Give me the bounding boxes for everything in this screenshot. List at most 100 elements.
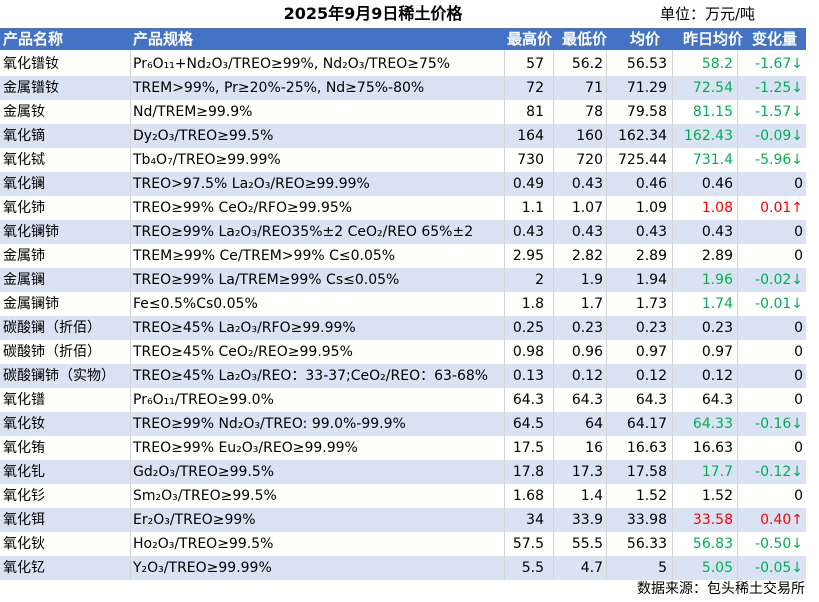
product-spec: Y₂O₃/TREO≥99.99%: [133, 560, 272, 576]
table-row: 金属镧铈 Fe≤0.5%Cs0.05% 1.8 1.7 1.73 1.74 -0.01↓: [0, 292, 806, 316]
product-spec: Gd₂O₃/TREO≥99.5%: [133, 464, 275, 480]
product-spec: TREO≥45% La₂O₃/RFO≥99.99%: [133, 320, 356, 336]
table-row: 碳酸镧（折佰） TREO≥45% La₂O₃/RFO≥99.99% 0.25 0.23…: [0, 316, 806, 340]
product-spec: TREO>97.5% La₂O₃/REO≥99.99%: [133, 176, 370, 192]
change-amount: 0: [794, 392, 803, 408]
high-price: 17.8: [512, 464, 544, 480]
change-value: -0.12↓: [740, 460, 803, 484]
product-name: 氧化镨: [3, 392, 45, 408]
change-amount: -1.67: [755, 56, 792, 72]
product-spec: Pr₆O₁₁+Nd₂O₃/TREO≥99%, Nd₂O₃/TREO≥75%: [133, 56, 451, 72]
prev-avg-price: 0.97: [701, 344, 733, 360]
change-value: 0: [740, 316, 803, 340]
product-spec: TREO≥99% Eu₂O₃/REO≥99.99%: [133, 440, 358, 456]
high-price: 57.5: [512, 536, 544, 552]
prev-avg-price: 64.33: [692, 416, 733, 432]
table-row: 碳酸铈（折佰） TREO≥45% CeO₂/REO≥99.95% 0.98 0.96 0…: [0, 340, 806, 364]
product-name: 碳酸镧铈（实物）: [3, 368, 115, 384]
prev-avg-price: 1.08: [701, 200, 733, 216]
high-price: 64.5: [512, 416, 544, 432]
avg-price: 56.53: [626, 56, 667, 72]
prev-avg-price: 0.46: [701, 176, 733, 192]
change-value: 0: [740, 172, 803, 196]
arrow-down-icon: ↓: [791, 296, 803, 312]
low-price: 16: [585, 440, 603, 456]
change-amount: -5.96: [755, 152, 792, 168]
title-band: 2025年9月9日稀土价格 单位：万元/吨: [0, 0, 806, 28]
change-value: -5.96↓: [740, 148, 803, 172]
prev-avg-price: 64.3: [701, 392, 733, 408]
low-price: 71: [585, 80, 603, 96]
high-price: 1.1: [521, 200, 544, 216]
product-name: 氧化铕: [3, 440, 45, 456]
high-price: 2: [535, 272, 544, 288]
low-price: 720: [576, 152, 603, 168]
arrow-down-icon: ↓: [791, 272, 803, 288]
change-value: 0.01↑: [740, 196, 803, 220]
header-avg: 均价: [630, 30, 661, 48]
avg-price: 5: [658, 560, 667, 576]
header-row: 产品名称 产品规格 最高价 最低价 均价 昨日均价 变化量: [0, 28, 806, 50]
low-price: 0.43: [571, 224, 603, 240]
change-value: -0.09↓: [740, 124, 803, 148]
prev-avg-price: 17.7: [701, 464, 733, 480]
product-spec: Pr₆O₁₁/TREO≥99.0%: [133, 392, 274, 408]
change-amount: 0: [794, 224, 803, 240]
table-row: 氧化镨钕 Pr₆O₁₁+Nd₂O₃/TREO≥99%, Nd₂O₃/TREO≥75…: [0, 52, 806, 76]
low-price: 1.4: [580, 488, 603, 504]
prev-avg-price: 58.2: [701, 56, 733, 72]
table-row: 金属钕 Nd/TREM≥99.9% 81 78 79.58 81.15 -1.57↓: [0, 100, 806, 124]
change-amount: -0.50: [755, 536, 792, 552]
table-row: 金属镧 TREO≥99% La/TREM≥99% Cs≤0.05% 2 1.9 1.94…: [0, 268, 806, 292]
change-amount: 0: [794, 440, 803, 456]
avg-price: 1.52: [635, 488, 667, 504]
change-value: -1.67↓: [740, 52, 803, 76]
product-spec: Er₂O₃/TREO≥99%: [133, 512, 256, 528]
table-row: 氧化镧铈 TREO≥99% La₂O₃/REO35%±2 CeO₂/REO 65%…: [0, 220, 806, 244]
column-divider: [504, 50, 505, 580]
product-name: 氧化铈: [3, 200, 45, 216]
avg-price: 17.58: [626, 464, 667, 480]
low-price: 0.43: [571, 176, 603, 192]
change-value: 0: [740, 220, 803, 244]
product-name: 氧化铽: [3, 152, 45, 168]
product-spec: Dy₂O₃/TREO≥99.5%: [133, 128, 274, 144]
product-name: 氧化钐: [3, 488, 45, 504]
arrow-down-icon: ↓: [791, 464, 803, 480]
avg-price: 64.17: [626, 416, 667, 432]
product-name: 碳酸铈（折佰）: [3, 344, 101, 360]
low-price: 0.96: [571, 344, 603, 360]
change-value: -1.25↓: [740, 76, 803, 100]
high-price: 1.8: [521, 296, 544, 312]
table-row: 氧化钐 Sm₂O₃/TREO≥99.5% 1.68 1.4 1.52 1.52 0: [0, 484, 806, 508]
avg-price: 1.73: [635, 296, 667, 312]
product-spec: TREO≥99% La/TREM≥99% Cs≤0.05%: [133, 272, 400, 288]
prev-avg-price: 16.63: [692, 440, 733, 456]
avg-price: 0.46: [635, 176, 667, 192]
avg-price: 162.34: [618, 128, 667, 144]
high-price: 2.95: [512, 248, 544, 264]
high-price: 57: [526, 56, 544, 72]
product-spec: TREM≥99% Ce/TREM>99% C≤0.05%: [133, 248, 396, 264]
product-spec: TREO≥45% CeO₂/REO≥99.95%: [133, 344, 353, 360]
low-price: 1.7: [580, 296, 603, 312]
arrow-down-icon: ↓: [791, 560, 803, 576]
product-name: 金属镨钕: [3, 80, 59, 96]
product-name: 氧化镧: [3, 176, 45, 192]
change-amount: -0.16: [755, 416, 792, 432]
avg-price: 1.09: [635, 200, 667, 216]
column-divider: [553, 50, 554, 580]
prev-avg-price: 0.23: [701, 320, 733, 336]
avg-price: 2.89: [635, 248, 667, 264]
product-name: 氧化镨钕: [3, 56, 59, 72]
product-spec: TREO≥99% CeO₂/RFO≥99.95%: [133, 200, 353, 216]
change-amount: -0.12: [755, 464, 792, 480]
low-price: 33.9: [571, 512, 603, 528]
column-divider: [130, 50, 131, 580]
change-value: 0: [740, 484, 803, 508]
high-price: 1.68: [512, 488, 544, 504]
prev-avg-price: 1.74: [701, 296, 733, 312]
header-high: 最高价: [507, 30, 553, 48]
header-prev: 昨日均价: [683, 30, 744, 48]
